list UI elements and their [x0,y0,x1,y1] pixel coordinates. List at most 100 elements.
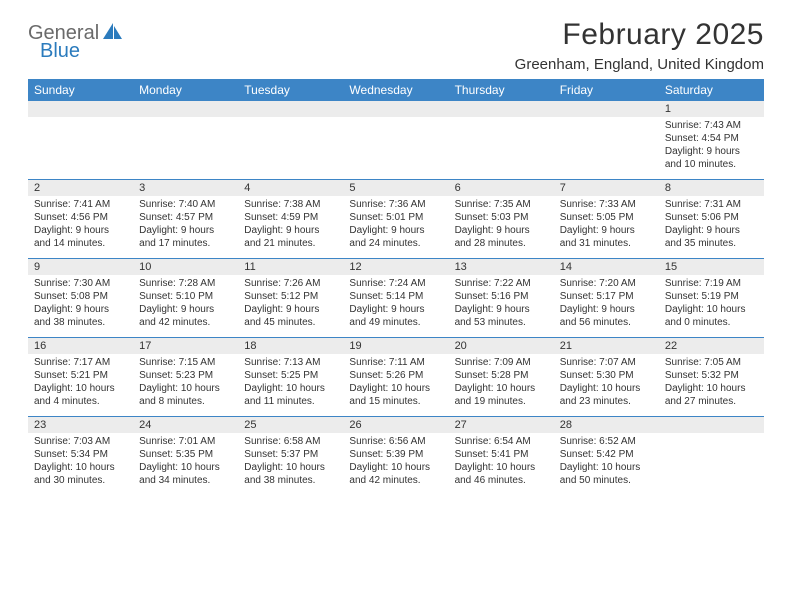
sunset-text: Sunset: 5:14 PM [349,290,442,303]
daylight-text: Daylight: 9 hours and 45 minutes. [244,303,337,329]
sunset-text: Sunset: 5:26 PM [349,369,442,382]
sunrise-text: Sunrise: 7:19 AM [665,277,758,290]
day-number [449,101,554,117]
day-cell: 8Sunrise: 7:31 AMSunset: 5:06 PMDaylight… [659,180,764,258]
day-number: 25 [238,417,343,433]
day-cell: 12Sunrise: 7:24 AMSunset: 5:14 PMDayligh… [343,259,448,337]
daylight-text: Daylight: 10 hours and 4 minutes. [34,382,127,408]
sunrise-text: Sunrise: 6:52 AM [560,435,653,448]
day-cell: 18Sunrise: 7:13 AMSunset: 5:25 PMDayligh… [238,338,343,416]
day-details: Sunrise: 7:26 AMSunset: 5:12 PMDaylight:… [238,275,343,333]
day-details: Sunrise: 7:31 AMSunset: 5:06 PMDaylight:… [659,196,764,254]
day-number: 5 [343,180,448,196]
dow-friday: Friday [554,79,659,101]
day-cell [343,101,448,179]
sunset-text: Sunset: 5:01 PM [349,211,442,224]
sunrise-text: Sunrise: 7:03 AM [34,435,127,448]
day-details: Sunrise: 7:19 AMSunset: 5:19 PMDaylight:… [659,275,764,333]
sunrise-text: Sunrise: 7:17 AM [34,356,127,369]
sunrise-text: Sunrise: 7:24 AM [349,277,442,290]
sunset-text: Sunset: 5:16 PM [455,290,548,303]
sunset-text: Sunset: 5:37 PM [244,448,337,461]
page-header: General Blue February 2025 Greenham, Eng… [28,18,764,73]
day-cell: 6Sunrise: 7:35 AMSunset: 5:03 PMDaylight… [449,180,554,258]
day-number: 22 [659,338,764,354]
weeks-container: 1Sunrise: 7:43 AMSunset: 4:54 PMDaylight… [28,101,764,495]
daylight-text: Daylight: 10 hours and 27 minutes. [665,382,758,408]
day-number: 27 [449,417,554,433]
sunset-text: Sunset: 5:21 PM [34,369,127,382]
day-number: 14 [554,259,659,275]
day-details: Sunrise: 7:15 AMSunset: 5:23 PMDaylight:… [133,354,238,412]
sunrise-text: Sunrise: 7:43 AM [665,119,758,132]
daylight-text: Daylight: 9 hours and 53 minutes. [455,303,548,329]
sunset-text: Sunset: 5:05 PM [560,211,653,224]
day-cell: 23Sunrise: 7:03 AMSunset: 5:34 PMDayligh… [28,417,133,495]
sunset-text: Sunset: 5:30 PM [560,369,653,382]
day-cell: 11Sunrise: 7:26 AMSunset: 5:12 PMDayligh… [238,259,343,337]
day-cell: 2Sunrise: 7:41 AMSunset: 4:56 PMDaylight… [28,180,133,258]
sunrise-text: Sunrise: 7:38 AM [244,198,337,211]
day-cell: 25Sunrise: 6:58 AMSunset: 5:37 PMDayligh… [238,417,343,495]
day-number: 19 [343,338,448,354]
day-details: Sunrise: 7:43 AMSunset: 4:54 PMDaylight:… [659,117,764,175]
day-cell: 14Sunrise: 7:20 AMSunset: 5:17 PMDayligh… [554,259,659,337]
day-cell [133,101,238,179]
day-number [343,101,448,117]
daylight-text: Daylight: 10 hours and 19 minutes. [455,382,548,408]
daylight-text: Daylight: 10 hours and 30 minutes. [34,461,127,487]
sunrise-text: Sunrise: 7:15 AM [139,356,232,369]
daylight-text: Daylight: 9 hours and 28 minutes. [455,224,548,250]
daylight-text: Daylight: 10 hours and 23 minutes. [560,382,653,408]
sunset-text: Sunset: 4:57 PM [139,211,232,224]
day-cell: 16 Sunrise: 7:17 AMSunset: 5:21 PMDayligh… [28,338,133,416]
daylight-text: Daylight: 9 hours and 31 minutes. [560,224,653,250]
sunset-text: Sunset: 5:28 PM [455,369,548,382]
dow-wednesday: Wednesday [343,79,448,101]
day-details: Sunrise: 6:58 AMSunset: 5:37 PMDaylight:… [238,433,343,491]
day-number: 20 [449,338,554,354]
day-number: 8 [659,180,764,196]
day-number: 17 [133,338,238,354]
day-cell: 22Sunrise: 7:05 AMSunset: 5:32 PMDayligh… [659,338,764,416]
day-number: 26 [343,417,448,433]
dow-thursday: Thursday [449,79,554,101]
sunset-text: Sunset: 5:12 PM [244,290,337,303]
day-number: 21 [554,338,659,354]
day-number: 11 [238,259,343,275]
month-title: February 2025 [515,18,764,52]
sunrise-text: Sunrise: 7:28 AM [139,277,232,290]
dow-monday: Monday [133,79,238,101]
day-number [554,101,659,117]
day-details: Sunrise: 7:41 AMSunset: 4:56 PMDaylight:… [28,196,133,254]
logo-sail-icon [103,23,123,44]
sunset-text: Sunset: 5:23 PM [139,369,232,382]
day-cell: 9Sunrise: 7:30 AMSunset: 5:08 PMDaylight… [28,259,133,337]
day-number: 16 [28,338,133,354]
daylight-text: Daylight: 10 hours and 15 minutes. [349,382,442,408]
sunset-text: Sunset: 4:54 PM [665,132,758,145]
daylight-text: Daylight: 9 hours and 10 minutes. [665,145,758,171]
day-number: 3 [133,180,238,196]
daylight-text: Daylight: 9 hours and 49 minutes. [349,303,442,329]
day-details: Sunrise: 6:56 AMSunset: 5:39 PMDaylight:… [343,433,448,491]
day-number: 7 [554,180,659,196]
daylight-text: Daylight: 10 hours and 8 minutes. [139,382,232,408]
sunrise-text: Sunrise: 7:30 AM [34,277,127,290]
day-details: Sunrise: 7:05 AMSunset: 5:32 PMDaylight:… [659,354,764,412]
day-details: Sunrise: 7:13 AMSunset: 5:25 PMDaylight:… [238,354,343,412]
sunrise-text: Sunrise: 6:54 AM [455,435,548,448]
daylight-text: Daylight: 10 hours and 42 minutes. [349,461,442,487]
day-number: 18 [238,338,343,354]
sunset-text: Sunset: 5:03 PM [455,211,548,224]
sunrise-text: Sunrise: 7:09 AM [455,356,548,369]
sunset-text: Sunset: 5:10 PM [139,290,232,303]
day-number [659,417,764,433]
day-details: Sunrise: 7:11 AMSunset: 5:26 PMDaylight:… [343,354,448,412]
sunset-text: Sunset: 5:17 PM [560,290,653,303]
sunset-text: Sunset: 5:42 PM [560,448,653,461]
day-number: 1 [659,101,764,117]
logo: General Blue [28,18,123,45]
day-cell: 21Sunrise: 7:07 AMSunset: 5:30 PMDayligh… [554,338,659,416]
sunrise-text: Sunrise: 7:13 AM [244,356,337,369]
